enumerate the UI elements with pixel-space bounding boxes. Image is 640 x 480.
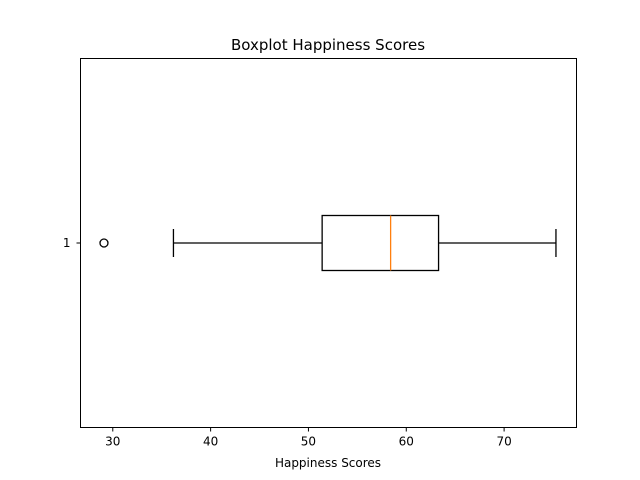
y-axis-ticks: 1 <box>63 236 81 250</box>
outlier-point <box>99 238 109 248</box>
x-axis-ticks: 30 40 50 60 70 <box>105 427 512 449</box>
x-axis-label: Happiness Scores <box>275 456 381 470</box>
plot-marks <box>99 214 557 272</box>
y-tick-label: 1 <box>63 236 71 250</box>
iqr-box <box>321 214 440 272</box>
x-tick-label: 30 <box>105 435 120 449</box>
chart-title: Boxplot Happiness Scores <box>231 36 425 54</box>
x-tick-label: 70 <box>496 435 511 449</box>
x-tick-label: 40 <box>203 435 218 449</box>
x-tick-label: 60 <box>399 435 414 449</box>
x-tick-label: 50 <box>301 435 316 449</box>
